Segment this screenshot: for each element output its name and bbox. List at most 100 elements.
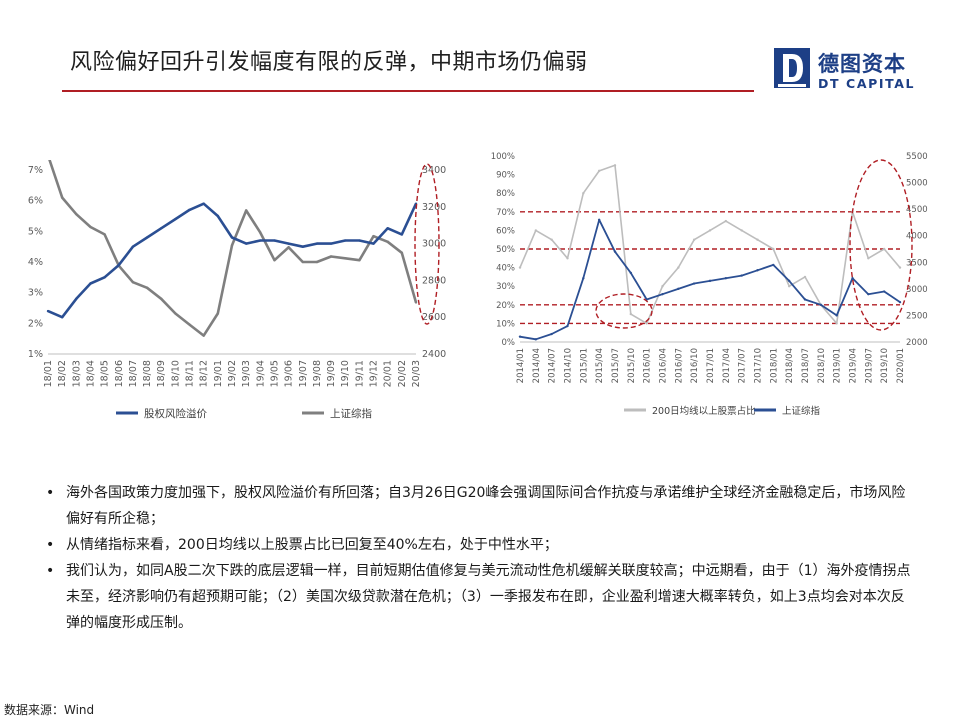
x-tick-label: 2016/07	[674, 348, 684, 383]
series-point	[103, 276, 106, 279]
bullet-dot-icon: •	[46, 537, 55, 553]
legend-label: 股权风险溢价	[144, 407, 207, 420]
x-tick-label: 20/03	[411, 360, 422, 387]
x-tick-label: 2014/01	[516, 348, 526, 383]
series-point	[724, 277, 728, 280]
x-tick-label: 2019/10	[880, 348, 890, 383]
y-left-tick-label: 90%	[496, 171, 515, 181]
x-tick-label: 19/09	[326, 360, 337, 387]
y-right-tick-label: 5500	[906, 152, 928, 162]
series-point	[613, 164, 617, 167]
title-divider	[62, 90, 754, 92]
series-point	[216, 312, 220, 315]
series-point	[216, 214, 220, 218]
x-tick-label: 2015/07	[611, 348, 621, 383]
series-point	[724, 219, 728, 223]
x-tick-label: 18/12	[199, 360, 210, 387]
x-tick-label: 2016/01	[643, 348, 653, 383]
y-left-tick-label: 20%	[496, 301, 515, 311]
y-right-tick-label: 4500	[906, 205, 928, 215]
series-point	[145, 286, 149, 289]
series-point	[629, 312, 633, 316]
data-source: 数据来源：Wind	[4, 703, 95, 717]
series-point	[117, 263, 120, 267]
x-tick-label: 18/01	[43, 360, 54, 387]
series-point	[708, 229, 712, 232]
y-left-tick-label: 10%	[496, 319, 515, 329]
series-point	[692, 238, 696, 241]
bullet-text: 我们认为，如同A股二次下跌的底层逻辑一样，目前短期估值修复与美元流动性危机缓解关…	[66, 563, 911, 631]
y-left-tick-label: 100%	[491, 152, 515, 162]
series-point	[550, 332, 553, 336]
series-point	[400, 233, 404, 236]
logo-english-text: DT CAPITAL	[818, 76, 916, 91]
y-left-tick-label: 1%	[28, 349, 43, 360]
series-point	[898, 266, 902, 269]
series-point	[259, 231, 262, 234]
series-point	[740, 229, 743, 232]
series-point	[597, 169, 601, 173]
y-right-tick-label: 4000	[906, 232, 928, 242]
series-point	[89, 225, 92, 229]
x-tick-label: 2020/01	[896, 348, 906, 383]
x-tick-label: 19/12	[369, 360, 380, 387]
y-left-tick-label: 40%	[496, 264, 515, 274]
series-point	[566, 324, 569, 328]
series-point	[301, 245, 304, 248]
x-tick-label: 19/06	[284, 360, 295, 387]
x-tick-label: 2016/04	[659, 348, 669, 383]
x-tick-label: 2014/04	[532, 348, 542, 383]
series-point	[898, 300, 902, 304]
series-point	[756, 269, 759, 272]
x-tick-label: 18/08	[142, 360, 153, 387]
series-point	[613, 250, 617, 253]
page-title: 风险偏好回升引发幅度有限的反弹，中期市场仍偏弱	[70, 50, 588, 75]
series-point	[131, 281, 135, 284]
series-point	[329, 255, 333, 258]
series-point	[835, 314, 838, 317]
bullet-list: • 海外各国政策力度加强下，股权风险溢价有所回落；自3月26日G20峰会强调国际…	[44, 480, 914, 636]
y-left-tick-label: 60%	[496, 226, 515, 236]
logo-chinese-text: 德图资本	[818, 52, 906, 76]
x-tick-label: 18/03	[71, 360, 82, 387]
x-tick-label: 20/02	[397, 360, 408, 387]
series-point	[131, 245, 135, 248]
bullet-dot-icon: •	[46, 485, 55, 501]
chart-2-svg: 0% 10% 20% 30% 40% 50% 60% 70% 80% 90% 100% 2000 250…	[491, 152, 928, 417]
y-left-tick-label: 6%	[28, 196, 43, 207]
series-point	[174, 312, 177, 315]
x-tick-label: 2018/10	[817, 348, 827, 383]
series-point	[344, 239, 347, 242]
series-point	[835, 322, 838, 325]
y-left-tick-label: 80%	[496, 189, 515, 199]
y-left-tick-label: 70%	[496, 208, 515, 218]
series-point	[301, 260, 304, 264]
series-point	[819, 303, 823, 306]
series-point	[60, 316, 64, 319]
series-point	[787, 279, 791, 283]
series-point	[344, 257, 347, 260]
series-point	[661, 285, 664, 288]
series-point	[645, 322, 648, 325]
series-point	[597, 218, 601, 221]
series-point	[629, 271, 633, 275]
x-tick-label: 18/06	[114, 360, 125, 387]
x-tick-label: 19/04	[255, 360, 266, 387]
series-line	[47, 202, 418, 319]
series-point	[315, 242, 319, 245]
series-point	[202, 202, 205, 205]
chart-equity-risk-premium: 1% 2% 3% 4% 5% 6% 7% 2400 2600 2800 3000 3200 3400 18…	[16, 154, 452, 422]
chart-1-svg: 1% 2% 3% 4% 5% 6% 7% 2400 2600 2800 3000 3200 3400 18…	[28, 154, 446, 420]
series-point	[518, 266, 522, 269]
x-tick-label: 20/01	[383, 360, 394, 387]
x-tick-label: 2016/10	[690, 348, 700, 383]
series-point	[259, 239, 262, 242]
series-point	[582, 192, 585, 195]
bullet-item: • 从情绪指标来看，200日均线以上股票占比已回复至40%左右，处于中性水平；	[44, 532, 914, 558]
series-point	[740, 274, 743, 277]
y-right-tick-label: 3200	[422, 202, 446, 213]
y-left-tick-label: 7%	[28, 165, 43, 176]
series-point	[677, 287, 680, 291]
y-right-tick-label: 3500	[906, 258, 928, 268]
series-point	[677, 266, 680, 269]
